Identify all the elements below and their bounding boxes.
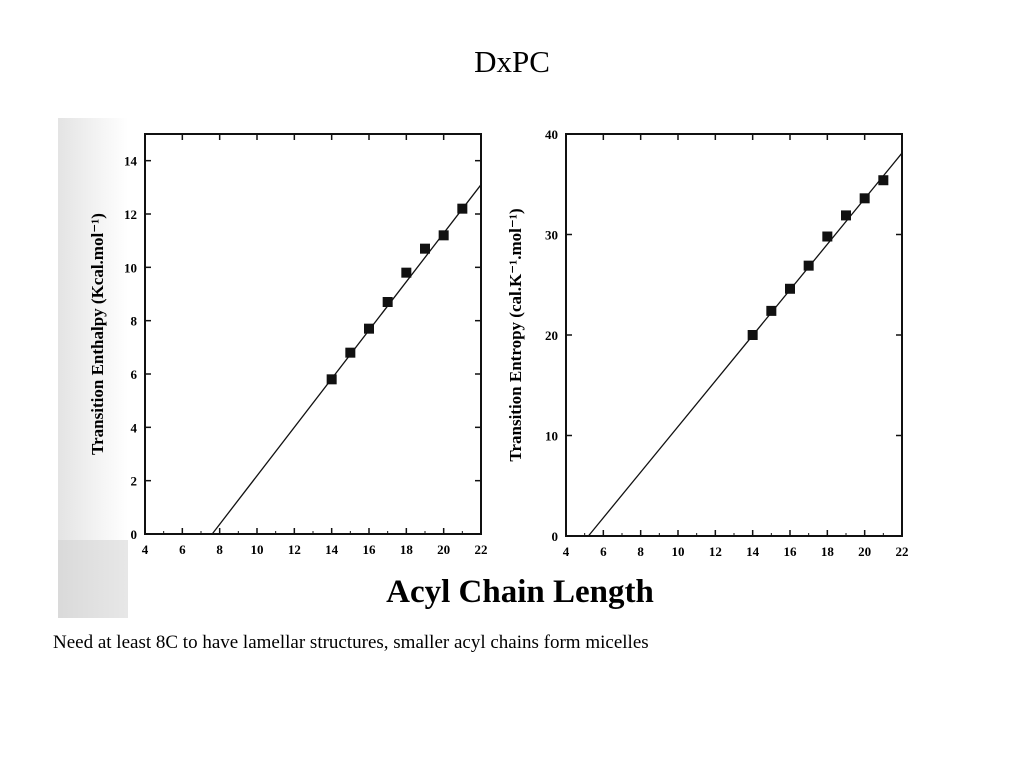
- y-tick-label: 10: [124, 260, 137, 275]
- enthalpy-chart: 4 6 8 10 12 14 16 18 20 22 0 2 4 6 8 10 12 14 Transition E…: [88, 133, 488, 557]
- slide-caption: Need at least 8C to have lamellar struct…: [53, 632, 649, 653]
- x-tick-label: 12: [709, 544, 722, 559]
- y-tick-label: 4: [131, 420, 138, 435]
- x-tick-label: 8: [637, 544, 644, 559]
- y-tick-label: 12: [124, 207, 137, 222]
- data-point: [326, 374, 337, 385]
- x-tick-label: 6: [600, 544, 607, 559]
- entropy-chart: 4 6 8 10 12 14 16 18 20 22 0 10 20 30 40 Transition Ent…: [506, 127, 909, 559]
- data-point: [841, 210, 851, 221]
- plot-frame: [144, 133, 482, 535]
- y-tick-label: 2: [131, 474, 138, 489]
- y-tick-label: 14: [124, 154, 138, 169]
- data-point: [785, 283, 795, 294]
- x-tick-label: 12: [288, 542, 301, 557]
- y-tick-label: 8: [131, 314, 138, 329]
- x-tick-label: 16: [784, 544, 798, 559]
- slide-title: DxPC: [474, 44, 550, 79]
- x-tick-label: 20: [858, 544, 871, 559]
- x-tick-label: 14: [746, 544, 760, 559]
- data-point: [345, 347, 356, 358]
- plot-frame: [565, 133, 903, 537]
- x-tick-label: 8: [216, 542, 223, 557]
- data-point: [382, 297, 393, 307]
- data-point: [766, 305, 777, 316]
- data-point: [420, 243, 430, 254]
- scan-shading: [58, 118, 128, 618]
- data-point: [803, 260, 814, 271]
- x-tick-label: 10: [251, 542, 264, 557]
- y-tick-label: 40: [545, 127, 558, 142]
- x-tick-label: 14: [325, 542, 339, 557]
- x-tick-label: 4: [563, 544, 570, 559]
- x-tick-label: 10: [672, 544, 685, 559]
- fit-line: [211, 184, 482, 535]
- y-axis-label: Transition Enthalpy (Kcal.mol⁻¹): [88, 213, 107, 455]
- x-tick-label: 20: [437, 542, 450, 557]
- y-tick-label: 20: [545, 328, 558, 343]
- data-point: [747, 330, 758, 340]
- data-point: [364, 323, 374, 334]
- y-tick-label: 30: [545, 228, 558, 243]
- x-tick-label: 6: [179, 542, 186, 557]
- data-point: [859, 193, 870, 204]
- scan-shading-bottom: [58, 540, 128, 618]
- y-tick-label: 10: [545, 429, 558, 444]
- fit-line: [587, 152, 903, 537]
- data-point: [822, 231, 833, 242]
- shared-x-axis-label: Acyl Chain Length: [386, 574, 654, 610]
- y-axis-label: Transition Entropy (cal.K⁻¹.mol⁻¹): [506, 208, 525, 461]
- x-tick-label: 22: [475, 542, 488, 557]
- x-tick-label: 18: [821, 544, 835, 559]
- data-point: [878, 175, 889, 186]
- x-tick-label: 16: [363, 542, 377, 557]
- data-point: [438, 230, 449, 241]
- y-tick-label: 0: [131, 527, 138, 542]
- y-tick-label: 0: [552, 529, 559, 544]
- y-tick-label: 6: [131, 367, 138, 382]
- x-tick-label: 22: [896, 544, 909, 559]
- x-tick-label: 4: [142, 542, 149, 557]
- x-tick-label: 18: [400, 542, 414, 557]
- data-point: [401, 267, 412, 278]
- data-point: [457, 203, 468, 214]
